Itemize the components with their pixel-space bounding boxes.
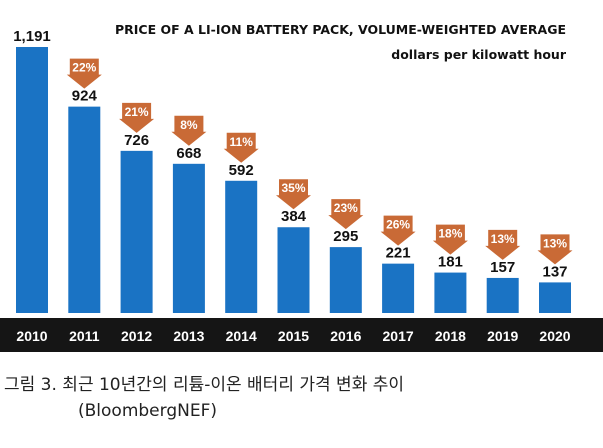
decline-arrow-2016 (328, 199, 364, 230)
x-tick-2012: 2012 (121, 328, 152, 344)
value-label-2012: 726 (124, 132, 149, 149)
x-tick-2013: 2013 (173, 328, 204, 344)
x-tick-2011: 2011 (69, 328, 100, 344)
x-tick-2016: 2016 (330, 328, 361, 344)
decline-arrow-2017 (380, 215, 416, 246)
bar-2013 (172, 163, 205, 313)
chart: PRICE OF A LI-ION BATTERY PACK, VOLUME-W… (0, 22, 603, 352)
value-label-2015: 384 (281, 208, 307, 225)
x-axis-band (0, 318, 603, 352)
bar-2018 (434, 272, 467, 313)
decline-label-2013: 8% (180, 118, 198, 132)
x-tick-2019: 2019 (487, 328, 518, 344)
decline-arrow-2019 (485, 229, 521, 260)
decline-arrow-2015 (276, 179, 311, 210)
bar-2016 (329, 247, 362, 313)
value-label-2016: 295 (333, 228, 358, 245)
decline-label-2020: 13% (543, 236, 567, 250)
x-tick-2020: 2020 (539, 328, 570, 344)
decline-label-2017: 26% (386, 218, 410, 232)
chart-title: PRICE OF A LI-ION BATTERY PACK, VOLUME-W… (115, 22, 566, 37)
bar-2017 (382, 263, 415, 313)
x-tick-2015: 2015 (278, 328, 309, 344)
decline-arrow-2020 (537, 234, 573, 265)
decline-label-2014: 11% (230, 135, 254, 149)
bar-2011 (68, 106, 101, 314)
figure-caption: 그림 3. 최근 10년간의 리튬-이온 배터리 가격 변화 추이 (Bloom… (4, 372, 599, 424)
value-label-2020: 137 (542, 263, 567, 280)
decline-label-2018: 18% (438, 227, 462, 241)
value-label-2010: 1,191 (13, 28, 51, 45)
value-label-2011: 924 (72, 88, 98, 105)
decline-arrow-2012 (119, 102, 155, 133)
bar-2020 (539, 282, 571, 313)
x-tick-2010: 2010 (16, 328, 47, 344)
value-label-2019: 157 (490, 259, 515, 276)
caption-line-2: (BloombergNEF) (78, 401, 217, 421)
decline-arrow-2013 (171, 115, 207, 146)
x-tick-2014: 2014 (226, 328, 257, 344)
bar-2019 (486, 277, 519, 313)
value-label-2018: 181 (438, 254, 463, 271)
bar-2014 (225, 180, 258, 313)
decline-label-2011: 22% (72, 61, 96, 75)
x-tick-2017: 2017 (383, 328, 414, 344)
decline-arrow-2014 (223, 132, 259, 163)
decline-label-2016: 23% (334, 201, 358, 215)
decline-arrow-2018 (432, 224, 468, 255)
caption-line-1: 그림 3. 최근 10년간의 리튬-이온 배터리 가격 변화 추이 (4, 375, 405, 395)
value-label-2013: 668 (176, 145, 201, 162)
bar-2012 (120, 150, 153, 313)
decline-arrow-2011 (66, 58, 102, 89)
decline-label-2015: 35% (281, 181, 305, 195)
bar-2015 (277, 227, 310, 313)
decline-label-2012: 21% (125, 105, 149, 119)
decline-label-2019: 13% (491, 232, 515, 246)
value-label-2014: 592 (229, 162, 254, 179)
chart-subtitle: dollars per kilowatt hour (391, 47, 567, 62)
x-tick-2018: 2018 (435, 328, 466, 344)
value-label-2017: 221 (386, 245, 411, 262)
bar-2010 (16, 47, 48, 313)
